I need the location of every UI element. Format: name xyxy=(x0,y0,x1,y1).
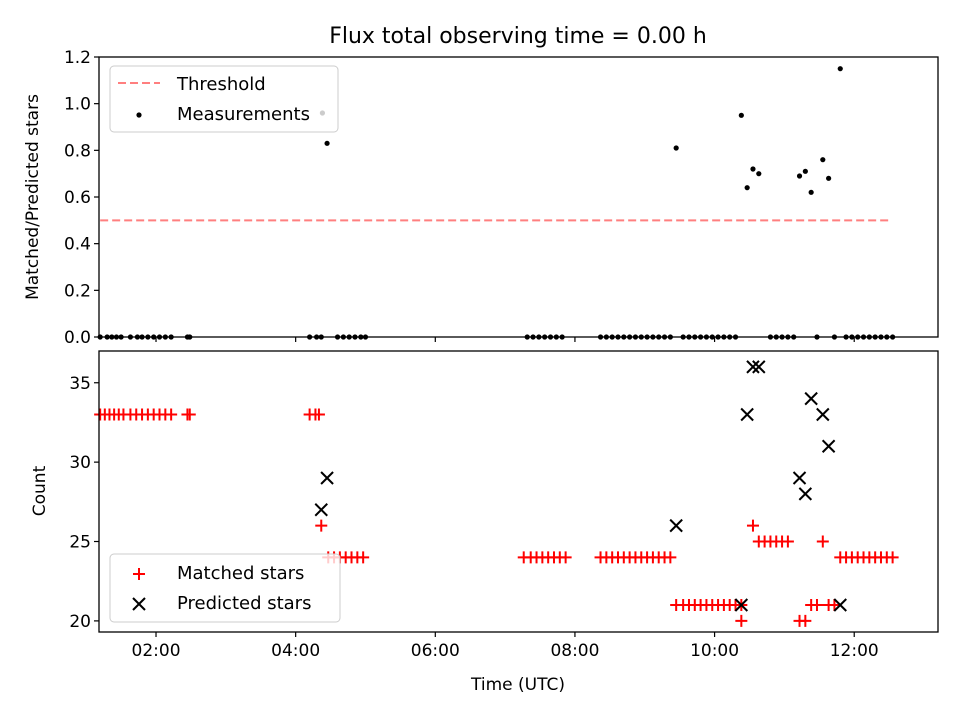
top-y-tick-label: 0.4 xyxy=(64,235,91,255)
bottom-y-axis-label: Count xyxy=(30,465,50,516)
top-legend: Threshold Measurements xyxy=(109,65,339,133)
measurement-point xyxy=(673,145,679,151)
predicted-star-point xyxy=(734,598,749,612)
bottom-x-tick-label: 12:00 xyxy=(830,641,879,661)
bottom-legend-box xyxy=(109,553,341,623)
predicted-star-point xyxy=(833,598,847,612)
matched-star-point xyxy=(735,614,748,627)
bottom-marks xyxy=(94,360,899,627)
predicted-star-point xyxy=(804,391,818,406)
bottom-y-tick-label: 25 xyxy=(69,533,91,553)
legend-predicted-label: Predicted stars xyxy=(177,593,311,614)
measurement-point xyxy=(820,157,826,163)
top-legend-box xyxy=(109,65,339,133)
predicted-star-point xyxy=(792,471,807,485)
predicted-star-point xyxy=(740,407,754,422)
matched-star-point xyxy=(357,551,370,564)
matched-star-point xyxy=(828,599,841,612)
measurement-point xyxy=(750,166,756,172)
top-y-tick-label: 0.6 xyxy=(64,188,91,208)
measurement-point xyxy=(802,168,808,174)
bottom-legend: Matched stars Predicted stars xyxy=(109,553,341,623)
legend-measurements-swatch xyxy=(136,112,142,118)
measurement-point xyxy=(324,140,330,146)
matched-star-point xyxy=(799,614,812,627)
predicted-star-point xyxy=(816,407,830,422)
bottom-x-tick-label: 08:00 xyxy=(550,641,599,661)
top-y-tick-label: 1.0 xyxy=(64,95,91,115)
bottom-x-axis-label: Time (UTC) xyxy=(470,675,565,695)
top-y-tick-label: 0.0 xyxy=(64,328,91,348)
top-x-tick-marks xyxy=(155,337,855,342)
legend-matched-label: Matched stars xyxy=(177,563,304,584)
matched-star-point xyxy=(810,599,823,612)
predicted-star-point xyxy=(320,471,334,485)
top-y-axis-label: Matched/Predicted stars xyxy=(23,94,43,300)
bottom-y-tick-label: 35 xyxy=(69,374,91,394)
bottom-y-ticks: 20 25 30 35 xyxy=(69,374,99,632)
matched-star-point xyxy=(781,535,794,548)
measurement-point xyxy=(738,112,744,118)
measurement-point xyxy=(756,171,762,177)
measurement-point xyxy=(826,175,832,181)
bottom-x-tick-label: 02:00 xyxy=(132,641,181,661)
predicted-star-point xyxy=(798,487,813,501)
top-y-tick-label: 0.8 xyxy=(64,141,91,161)
bottom-y-tick-label: 30 xyxy=(69,453,91,473)
top-panel: 0.0 0.2 0.4 0.6 0.8 1.0 1.2 Matched/Predicted … xyxy=(23,48,939,348)
legend-threshold-label: Threshold xyxy=(176,74,266,95)
measurement-point xyxy=(744,185,750,191)
matched-star-point xyxy=(746,519,759,532)
bottom-x-tick-label: 04:00 xyxy=(271,641,320,661)
matched-star-point xyxy=(664,551,677,564)
bottom-x-tick-label: 06:00 xyxy=(411,641,460,661)
matched-star-point xyxy=(183,408,196,421)
matched-star-point xyxy=(816,535,829,548)
bottom-y-tick-label: 20 xyxy=(69,612,91,632)
bottom-x-tick-label: 10:00 xyxy=(690,641,739,661)
top-y-tick-label: 0.2 xyxy=(64,281,91,301)
top-chart-title: Flux total observing time = 0.00 h xyxy=(329,24,707,49)
matched-star-point xyxy=(315,519,328,532)
top-plot-frame xyxy=(98,56,939,338)
top-y-tick-label: 1.2 xyxy=(64,48,91,68)
measurement-point xyxy=(808,189,814,195)
bottom-plot-frame xyxy=(98,350,939,633)
matched-star-point xyxy=(312,408,325,421)
matched-star-point xyxy=(165,408,178,421)
legend-matched-swatch xyxy=(133,568,145,580)
measurement-point xyxy=(837,66,843,72)
legend-predicted-swatch xyxy=(132,597,146,611)
matched-star-point xyxy=(559,551,572,564)
predicted-star-point xyxy=(746,360,760,374)
predicted-star-point xyxy=(669,518,683,533)
top-y-ticks: 0.0 0.2 0.4 0.6 0.8 1.0 1.2 xyxy=(64,48,99,348)
measurement-point xyxy=(796,173,803,179)
bottom-x-ticks: 02:00 04:00 06:00 08:00 10:00 12:00 xyxy=(132,632,879,661)
legend-measurements-label: Measurements xyxy=(177,104,310,125)
predicted-star-point xyxy=(821,439,836,453)
matched-star-point xyxy=(886,551,899,564)
predicted-star-point xyxy=(752,360,766,374)
predicted-star-point xyxy=(314,503,328,517)
